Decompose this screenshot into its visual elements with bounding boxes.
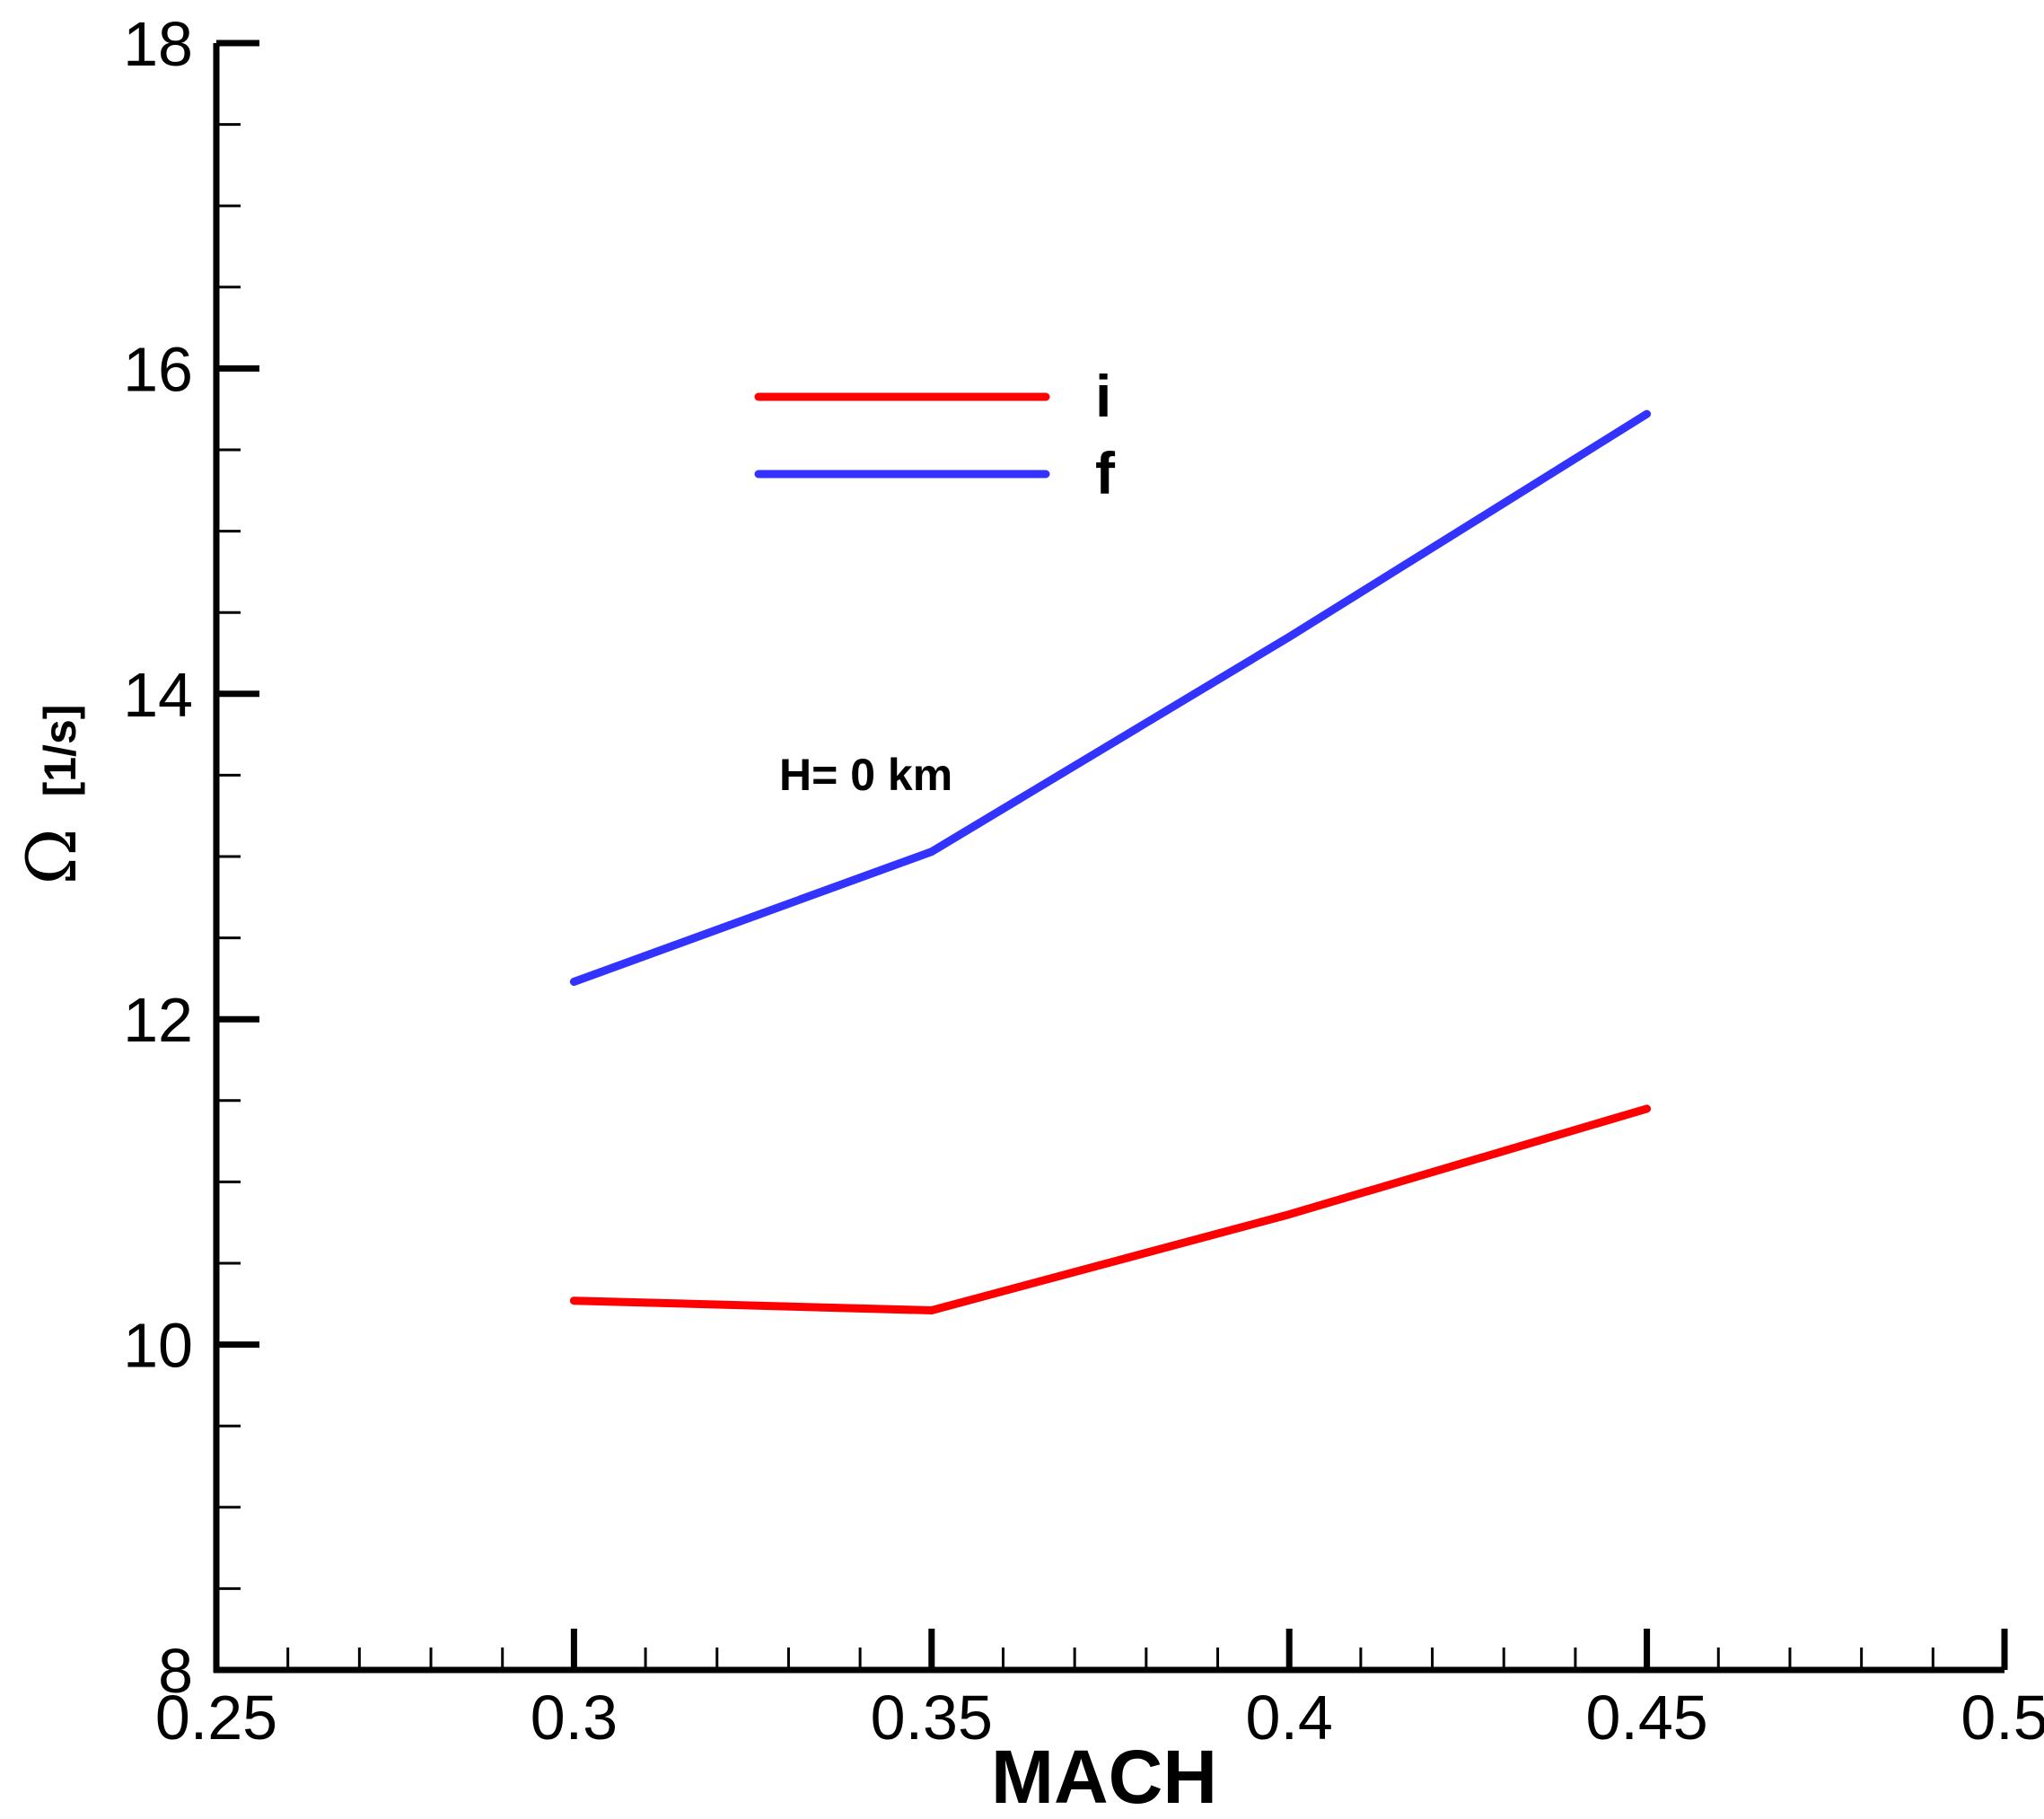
series-lines [569,409,1652,1314]
y-tick-label: 12 [123,985,193,1055]
y-tick-label: 14 [123,660,193,730]
y-tick-label: 10 [123,1311,193,1381]
axes [213,43,2005,1674]
x-tick-label: 0.35 [871,1683,993,1753]
x-tick-label: 0.3 [531,1683,618,1753]
y-tick-label: 8 [158,1636,193,1706]
y-tick-label: 16 [123,334,193,404]
y-axis-label: Ω [1/s] [12,705,92,885]
x-tick-label: 0.25 [155,1683,277,1753]
y-axis-label-symbol: Ω [12,828,92,884]
legend-label-f: f [1095,440,1116,506]
series-line-f [569,409,1652,986]
x-tick-label: 0.5 [1961,1683,2044,1753]
x-axis-label: MACH [991,1735,1217,1819]
y-axis-ticks: 8 10 12 14 16 18 [123,9,259,1706]
y-axis-label-unit: [1/s] [35,705,85,797]
x-axis-ticks: 0.25 0.3 0.35 0.4 0.45 0.5 [155,1629,2044,1753]
x-tick-label: 0.4 [1246,1683,1333,1753]
legend-label-i: i [1095,363,1111,429]
annotation-altitude: H= 0 km [779,750,952,800]
series-line-i [569,1104,1652,1314]
y-tick-label: 18 [123,9,193,79]
legend: i f [754,363,1116,506]
x-tick-label: 0.45 [1585,1683,1707,1753]
